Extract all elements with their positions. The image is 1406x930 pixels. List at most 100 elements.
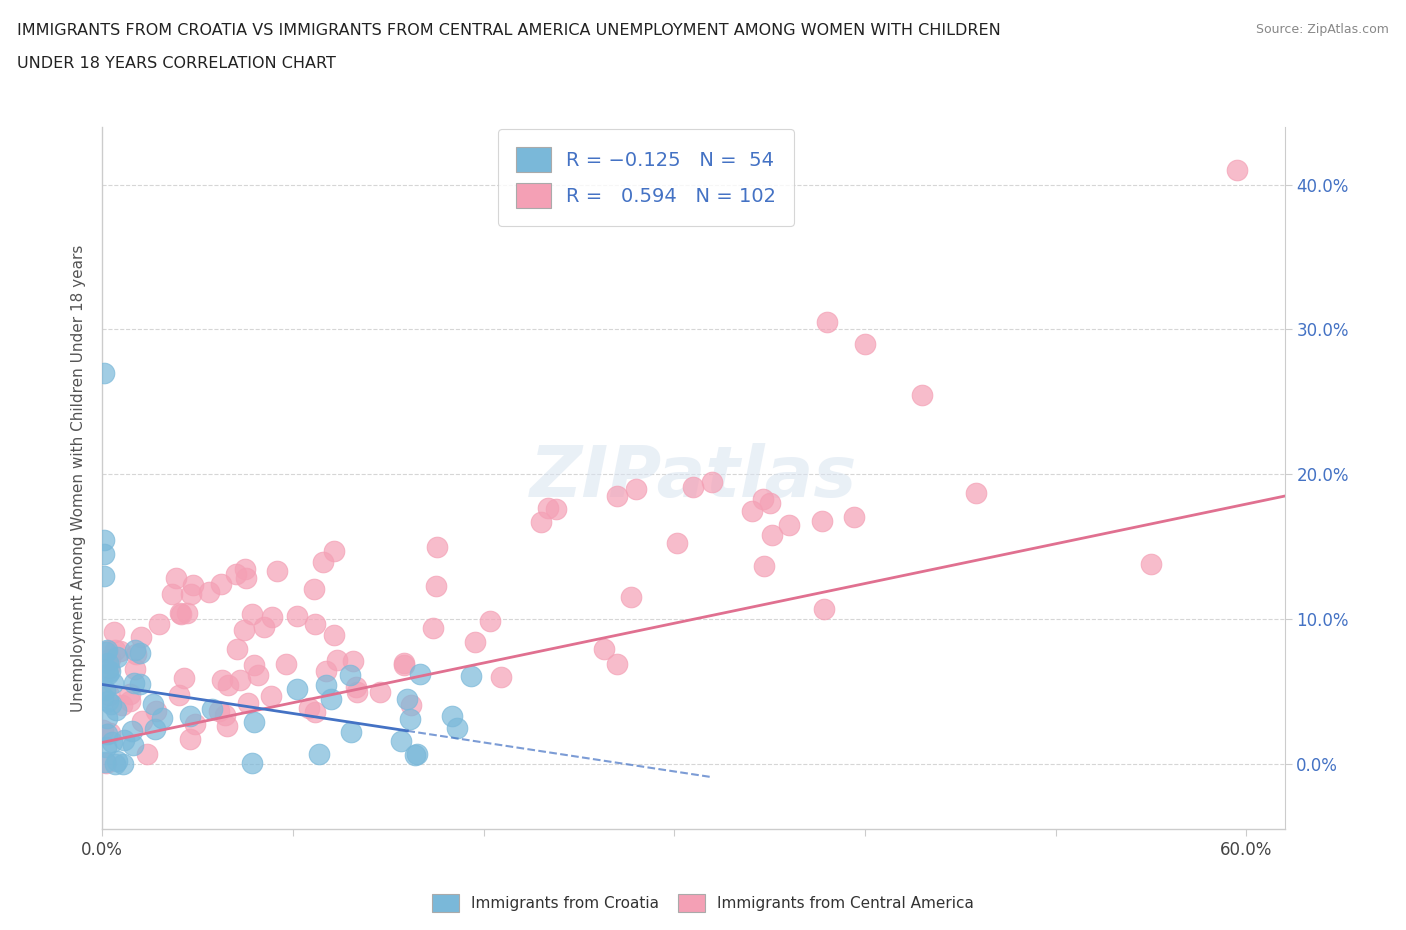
Point [246, 668, 269, 683]
Point [394, 656, 416, 671]
Point [128, 677, 150, 692]
Point [813, 601, 835, 616]
Point [404, 747, 426, 762]
Point [100, 664, 122, 679]
Legend: R = −0.125   N =  54, R =   0.594   N = 102: R = −0.125 N = 54, R = 0.594 N = 102 [498, 129, 794, 226]
Point [97, 656, 120, 671]
Point [315, 677, 337, 692]
Point [1140, 556, 1163, 571]
Point [124, 661, 146, 676]
Point [529, 515, 551, 530]
Point [129, 630, 152, 644]
Point [142, 697, 165, 711]
Point [853, 337, 876, 352]
Point [209, 577, 232, 591]
Point [911, 387, 934, 402]
Point [460, 669, 482, 684]
Point [94, 683, 117, 698]
Point [104, 643, 127, 658]
Point [181, 578, 204, 592]
Point [811, 513, 834, 528]
Point [93, 365, 115, 380]
Point [396, 692, 419, 707]
Point [606, 657, 628, 671]
Point [94, 755, 117, 770]
Point [319, 692, 342, 707]
Point [606, 488, 628, 503]
Point [253, 619, 276, 634]
Point [665, 536, 688, 551]
Point [131, 714, 153, 729]
Point [593, 641, 616, 656]
Point [96, 711, 118, 725]
Point [1226, 163, 1249, 178]
Point [176, 605, 198, 620]
Point [122, 676, 145, 691]
Point [100, 725, 122, 740]
Point [751, 492, 773, 507]
Point [160, 587, 183, 602]
Point [702, 474, 724, 489]
Point [304, 617, 326, 631]
Point [344, 680, 367, 695]
Point [225, 566, 247, 581]
Point [179, 731, 201, 746]
Point [136, 747, 159, 762]
Point [108, 644, 131, 658]
Point [741, 504, 763, 519]
Point [315, 664, 337, 679]
Point [240, 755, 263, 770]
Point [96, 662, 118, 677]
Point [312, 554, 335, 569]
Text: IMMIGRANTS FROM CROATIA VS IMMIGRANTS FROM CENTRAL AMERICA UNEMPLOYMENT AMONG WO: IMMIGRANTS FROM CROATIA VS IMMIGRANTS FR… [17, 23, 1001, 38]
Point [339, 668, 361, 683]
Point [232, 622, 254, 637]
Point [91, 723, 114, 737]
Point [96, 726, 118, 741]
Point [326, 652, 349, 667]
Point [215, 718, 238, 733]
Point [302, 581, 325, 596]
Point [184, 717, 207, 732]
Point [180, 586, 202, 601]
Point [118, 686, 141, 701]
Point [620, 590, 643, 604]
Point [125, 646, 148, 661]
Point [97, 661, 120, 676]
Point [844, 510, 866, 525]
Point [93, 568, 115, 583]
Point [96, 644, 118, 658]
Point [235, 571, 257, 586]
Point [169, 605, 191, 620]
Point [94, 740, 117, 755]
Point [624, 482, 647, 497]
Point [682, 480, 704, 495]
Point [778, 517, 800, 532]
Point [425, 578, 447, 593]
Point [266, 564, 288, 578]
Point [243, 658, 266, 672]
Point [94, 754, 117, 769]
Point [98, 652, 121, 667]
Point [121, 724, 143, 738]
Point [464, 634, 486, 649]
Point [96, 643, 118, 658]
Point [409, 666, 432, 681]
Point [260, 610, 283, 625]
Point [112, 733, 135, 748]
Point [260, 688, 283, 703]
Point [815, 314, 838, 329]
Text: ZIPatlas: ZIPatlas [530, 444, 858, 512]
Point [406, 746, 429, 761]
Y-axis label: Unemployment Among Women with Children Under 18 years: Unemployment Among Women with Children U… [72, 245, 86, 711]
Point [179, 709, 201, 724]
Point [150, 711, 173, 725]
Point [546, 502, 568, 517]
Point [93, 532, 115, 547]
Point [754, 558, 776, 573]
Point [285, 608, 308, 623]
Point [236, 696, 259, 711]
Point [342, 653, 364, 668]
Point [94, 645, 117, 660]
Point [399, 698, 422, 712]
